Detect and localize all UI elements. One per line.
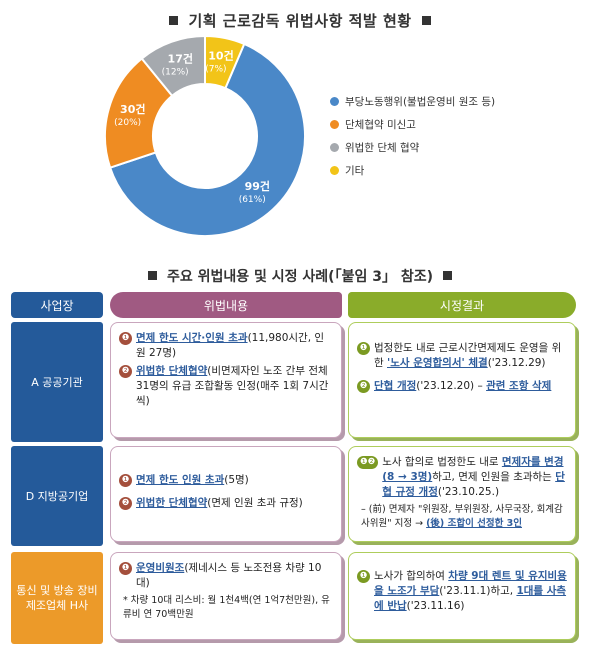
legend-dot-icon — [330, 166, 339, 175]
slice-value-label: 99건 — [245, 179, 270, 193]
slice-percent-label: (61%) — [239, 195, 266, 205]
violation-highlight: 위법한 단체협약 — [136, 365, 208, 377]
result-highlight: 관련 조항 삭제 — [486, 380, 552, 392]
result-item: ❶❷ 노사 합의로 법정한도 내로 면제자를 변경(8 → 3명)하고, 면제 인… — [357, 455, 567, 500]
result-text: ('23.11.16) — [406, 600, 465, 612]
violation-text: (면제 인원 초과 규정) — [207, 497, 303, 509]
legend-dot-icon — [330, 97, 339, 106]
violation-highlight: 운영비원조 — [136, 562, 185, 574]
legend-label: 부당노동행위(불법운영비 원조 등) — [345, 96, 496, 108]
number-badge: ❶ — [357, 570, 370, 583]
result-highlight: 1대를 사측에 반납 — [374, 585, 567, 612]
chart-title-text: 기획 근로감독 위법사항 적발 현황 — [188, 12, 412, 30]
header-company: 사업장 — [11, 292, 103, 318]
header-violations: 위법내용 — [110, 292, 342, 318]
violation-highlight: 위법한 단체협약 — [136, 497, 208, 509]
results-cell: ❶ 법정한도 내로 근로시간면제제도 운영을 위한 '노사 운영합의서' 체결('… — [348, 322, 576, 438]
number-badge: ❶❷ — [357, 456, 379, 469]
header-results: 시정결과 — [348, 292, 576, 318]
result-highlight: 단협 규정 개정 — [382, 471, 565, 498]
violation-highlight: 면제 한도 시간·인원 초과 — [136, 332, 248, 344]
violation-item: ❷ 위법한 단체협약(비면제자인 노조 간부 전체 31명의 유급 조합활동 인정… — [119, 364, 333, 409]
violation-item: ❶ 면제 한도 시간·인원 초과(11,980시간, 인원 27명) — [119, 331, 333, 361]
legend-label: 기타 — [345, 165, 365, 177]
result-text: 하고, 면제 인원을 초과하는 — [432, 471, 556, 483]
square-bullet-icon — [442, 271, 452, 280]
violation-text: (11,980시간, 인원 27명) — [136, 332, 325, 359]
legend-label: 단체협약 미신고 — [345, 119, 416, 131]
number-badge: ❶ — [357, 342, 370, 355]
legend-item: 위법한 단체 협약 — [330, 136, 495, 159]
number-badge: ❶ — [119, 474, 132, 487]
company-cell: 통신 및 방송 장비 제조업체 H사 — [11, 552, 103, 644]
number-badge: ❷ — [357, 380, 370, 393]
result-highlight: '노사 운영합의서' 체결 — [387, 357, 488, 369]
legend-item: 기타 — [330, 159, 495, 182]
violation-item: ❶ 운영비원조(제네시스 등 노조전용 차량 10대) — [119, 561, 333, 591]
violations-cell: ❶ 면제 한도 인원 초과(5명) ❷ 위법한 단체협약(면제 인원 초과 규정) — [110, 446, 342, 542]
chart-title: 기획 근로감독 위법사항 적발 현황 — [0, 10, 600, 31]
number-badge: ❶ — [119, 332, 132, 345]
legend-dot-icon — [330, 143, 339, 152]
legend-label: 위법한 단체 협약 — [345, 142, 420, 154]
result-text: ('23.12.29) — [487, 357, 546, 369]
violation-text: (5명) — [224, 474, 249, 486]
company-cell: D 지방공기업 — [11, 446, 103, 546]
result-text: ('23.10.25.) — [437, 486, 500, 498]
number-badge: ❶ — [119, 562, 132, 575]
slice-percent-label: (12%) — [162, 68, 189, 78]
violation-note: * 차량 10대 리스비: 월 1천4백(연 1억7천만원), 유류비 연 70… — [123, 595, 330, 620]
slice-value-label: 30건 — [120, 102, 145, 116]
pie-slice — [203, 34, 246, 90]
company-cell: A 공공기관 — [11, 322, 103, 442]
violation-highlight: 면제 한도 인원 초과 — [136, 474, 225, 486]
result-item: ❷ 단협 개정('23.12.20) – 관련 조항 삭제 — [357, 379, 567, 394]
square-bullet-icon — [148, 271, 157, 280]
result-note: – (前) 면제자 "위원장, 부위원장, 사무국장, 회계감사위원" 지정 →… — [357, 503, 567, 531]
result-item: ❶ 법정한도 내로 근로시간면제제도 운영을 위한 '노사 운영합의서' 체결('… — [357, 341, 567, 371]
result-highlight: 면제자를 변경(8 → 3명) — [382, 456, 564, 483]
result-text: ('23.12.20) – — [416, 380, 487, 392]
result-text: 법정한도 내로 근로시간면제제도 운영을 위한 — [374, 342, 562, 369]
number-badge: ❷ — [119, 497, 132, 510]
result-highlight: 단협 개정 — [374, 380, 417, 392]
violations-cell: ❶ 면제 한도 시간·인원 초과(11,980시간, 인원 27명) ❷ 위법한 단… — [110, 322, 342, 438]
square-bullet-icon — [169, 16, 179, 25]
legend-item: 부당노동행위(불법운영비 원조 등) — [330, 90, 495, 113]
pie-slice — [108, 42, 306, 237]
results-cell: ❶ 노사가 합의하여 차량 9대 렌트 및 유지비용을 노조가 부담('23.11… — [348, 552, 576, 640]
note-text: – (前) 면제자 "위원장, 부위원장, 사무국장, 회계감사위원" 지정 → — [361, 504, 563, 529]
violation-item: ❷ 위법한 단체협약(면제 인원 초과 규정) — [119, 496, 333, 511]
result-item: ❶ 노사가 합의하여 차량 9대 렌트 및 유지비용을 노조가 부담('23.11… — [357, 569, 567, 614]
legend-dot-icon — [330, 120, 339, 129]
legend-item: 단체협약 미신고 — [330, 113, 495, 136]
slice-value-label: 17건 — [168, 52, 193, 66]
note-highlight: (後) 조합이 선정한 3인 — [426, 518, 522, 529]
violation-item: ❶ 면제 한도 인원 초과(5명) — [119, 473, 333, 488]
result-highlight: 차량 9대 렌트 및 유지비용을 노조가 부담 — [374, 570, 567, 597]
slice-percent-label: (20%) — [114, 118, 141, 128]
square-bullet-icon — [421, 16, 431, 25]
section-title-text: 주요 위법내용 및 시정 사례(「붙임 3」 참조) — [167, 269, 433, 285]
slice-value-label: 10건 — [208, 49, 233, 63]
violations-cell: ❶ 운영비원조(제네시스 등 노조전용 차량 10대) * 차량 10대 리스비:… — [110, 552, 342, 640]
number-badge: ❷ — [119, 365, 132, 378]
violation-text: (제네시스 등 노조전용 차량 10대) — [136, 562, 322, 589]
slice-percent-label: (7%) — [205, 65, 226, 75]
result-text: 노사 합의로 법정한도 내로 — [382, 456, 502, 468]
results-cell: ❶❷ 노사 합의로 법정한도 내로 면제자를 변경(8 → 3명)하고, 면제 인… — [348, 446, 576, 542]
result-text: ('23.11.1)하고, — [439, 585, 517, 597]
result-text: 노사가 합의하여 — [374, 570, 449, 582]
violation-text: (비면제자인 노조 간부 전체 31명의 유급 조합활동 인정(매주 1회 7시… — [136, 365, 329, 407]
section-title: 주요 위법내용 및 시정 사례(「붙임 3」 참조) — [0, 266, 600, 286]
donut-chart: 99건 (61%) 30건 (20%) 17건 (12%) 10건 (7%) — [104, 34, 306, 237]
